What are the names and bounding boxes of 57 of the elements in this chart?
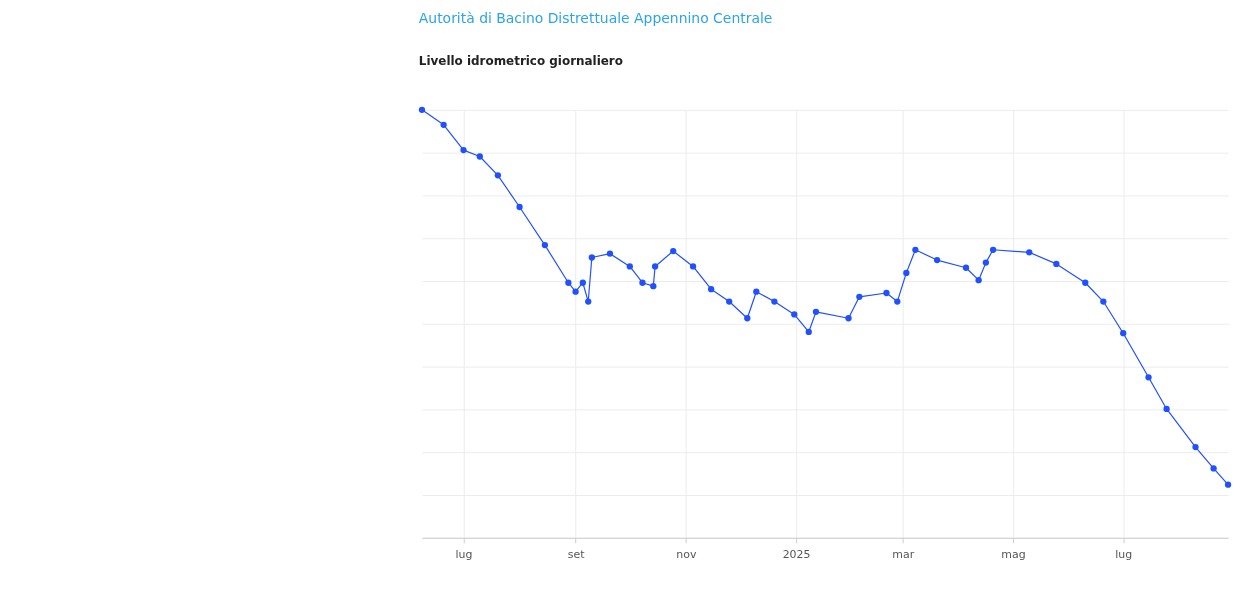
- point: [494, 172, 502, 179]
- point: [670, 247, 677, 255]
- x-tick-label: nov: [676, 548, 697, 562]
- point: [588, 254, 595, 261]
- point: [791, 311, 798, 318]
- point: [1120, 330, 1127, 337]
- point: [651, 263, 659, 270]
- point: [1210, 465, 1217, 472]
- x-tick-label: mar: [892, 548, 915, 562]
- point: [1145, 374, 1152, 381]
- point: [805, 328, 812, 336]
- point: [845, 315, 852, 322]
- point: [812, 308, 820, 315]
- point: [650, 283, 657, 290]
- point: [708, 286, 715, 293]
- point: [771, 298, 778, 305]
- point: [1053, 260, 1060, 268]
- point: [1026, 249, 1033, 256]
- x-tick-label: 2025: [782, 548, 811, 562]
- chart-title: Autorità di Bacino Distrettuale Appennino Centrale: [418, 10, 773, 27]
- point: [572, 288, 579, 295]
- chart-subtitle: Livello idrometrico giornaliero: [418, 53, 623, 68]
- x-tick-label: lug: [455, 548, 473, 562]
- point: [541, 241, 549, 249]
- point: [744, 315, 751, 322]
- point: [565, 279, 572, 286]
- point: [626, 263, 633, 270]
- x-tick-label: lug: [1115, 548, 1133, 562]
- point: [962, 264, 970, 271]
- point: [460, 146, 467, 154]
- point: [989, 246, 997, 253]
- point: [440, 121, 447, 128]
- point: [726, 298, 733, 305]
- point: [982, 259, 990, 266]
- point: [418, 106, 426, 113]
- point: [753, 288, 760, 295]
- point: [1192, 443, 1199, 451]
- point: [856, 293, 863, 300]
- point: [579, 279, 586, 286]
- point: [933, 256, 941, 264]
- point: [894, 298, 901, 305]
- point: [516, 203, 523, 211]
- point: [975, 277, 982, 284]
- point: [476, 153, 483, 160]
- point: [639, 279, 646, 286]
- point: [912, 246, 919, 253]
- point: [1163, 405, 1170, 413]
- point: [606, 250, 614, 257]
- point: [1082, 279, 1089, 286]
- point: [585, 298, 592, 305]
- x-tick-label: set: [567, 548, 586, 562]
- point: [1224, 481, 1232, 488]
- x-tick-label: mag: [1001, 548, 1026, 562]
- point: [689, 263, 697, 270]
- point: [883, 289, 890, 297]
- point: [1100, 298, 1107, 305]
- point: [903, 269, 910, 277]
